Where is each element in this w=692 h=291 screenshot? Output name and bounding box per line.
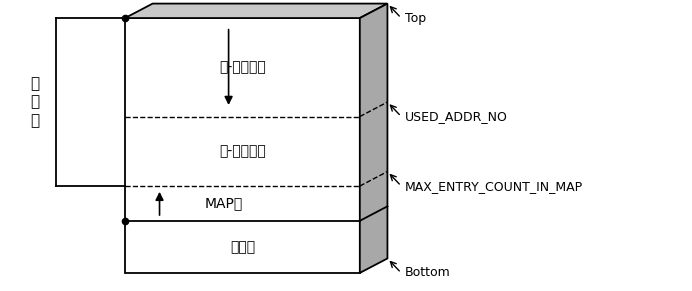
- Text: 堆
空
间: 堆 空 间: [30, 76, 39, 128]
- Polygon shape: [360, 3, 388, 273]
- Text: 堆-已用空间: 堆-已用空间: [219, 60, 266, 74]
- Text: 堆-可用空间: 堆-可用空间: [219, 144, 266, 158]
- Polygon shape: [125, 3, 388, 18]
- Text: MAX_ENTRY_COUNT_IN_MAP: MAX_ENTRY_COUNT_IN_MAP: [405, 180, 583, 193]
- Text: MAP表: MAP表: [205, 196, 243, 210]
- Text: Bottom: Bottom: [405, 267, 450, 279]
- Text: Top: Top: [405, 12, 426, 24]
- Text: 配置区: 配置区: [230, 240, 255, 254]
- Bar: [125, 18, 360, 273]
- Text: USED_ADDR_NO: USED_ADDR_NO: [405, 110, 507, 123]
